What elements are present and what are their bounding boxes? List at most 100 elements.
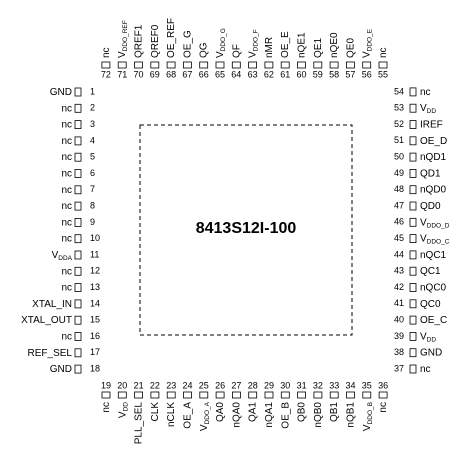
pin-number: 6 xyxy=(90,168,95,178)
pin-stub xyxy=(409,87,417,97)
pin-label: PLL_SEL xyxy=(133,402,144,445)
pin-label: QB0 xyxy=(296,402,307,422)
pin-stub xyxy=(74,120,82,129)
pin-label-main: nc xyxy=(61,152,72,163)
pin-stub xyxy=(345,61,355,69)
pin-label-main: nc xyxy=(420,87,431,98)
pin-label-sub: DDO_G xyxy=(220,28,227,51)
pin-label-main: QE1 xyxy=(312,38,323,58)
pin-number: 45 xyxy=(394,233,404,243)
pin-label: QG xyxy=(198,42,209,58)
pin-label-main: nc xyxy=(61,168,72,179)
pin-label: VDDO_REF xyxy=(117,20,130,58)
pin-number: 58 xyxy=(329,69,339,79)
pin-label: QE1 xyxy=(312,38,323,58)
pin-number: 5 xyxy=(90,152,95,162)
pin-number: 57 xyxy=(345,69,355,79)
pin-label: nc xyxy=(420,87,431,98)
pin-stub xyxy=(150,391,160,399)
pin-label: XTAL_IN xyxy=(32,299,72,310)
pin-stub xyxy=(199,391,209,399)
pin-number: 14 xyxy=(90,298,100,308)
pin-number: 42 xyxy=(394,282,404,292)
pin-number: 16 xyxy=(90,331,100,341)
pin-stub xyxy=(182,61,192,69)
pin-label: nc xyxy=(61,103,72,114)
pin-stub xyxy=(313,391,323,399)
pin-stub xyxy=(409,315,417,325)
pin-stub xyxy=(134,391,144,399)
pin-number: 26 xyxy=(215,380,225,390)
pin-number: 72 xyxy=(101,69,111,79)
pin-label-main: QF xyxy=(231,44,242,58)
pin-number: 48 xyxy=(394,184,404,194)
pin-stub xyxy=(409,152,417,162)
pin-label: nc xyxy=(420,364,431,375)
pin-number: 66 xyxy=(199,69,209,79)
pin-number: 51 xyxy=(394,135,404,145)
pin-stub xyxy=(248,61,258,69)
pin-label: nc xyxy=(61,136,72,147)
pin-number: 41 xyxy=(394,298,404,308)
pin-label: GND xyxy=(50,87,72,98)
pin-label: QA1 xyxy=(247,402,258,422)
pin-stub xyxy=(101,61,111,69)
pin-label: nc xyxy=(61,119,72,130)
pin-label-main: GND xyxy=(420,347,442,358)
pin-stub xyxy=(74,299,82,309)
pin-stub xyxy=(409,217,417,227)
pin-label-main: GND xyxy=(50,364,72,375)
pin-label: nc xyxy=(61,266,72,277)
pin-label-sub: DDO_D xyxy=(427,223,450,230)
pin-number: 24 xyxy=(182,380,192,390)
pin-number: 23 xyxy=(166,380,176,390)
pin-stub xyxy=(409,120,417,129)
pin-number: 64 xyxy=(231,69,241,79)
pin-number: 29 xyxy=(264,380,274,390)
pin-number: 22 xyxy=(150,380,160,390)
pin-stub xyxy=(264,391,274,399)
pin-stub xyxy=(74,185,82,195)
pin-label-sub: DD xyxy=(123,402,130,412)
pin-number: 12 xyxy=(90,266,100,276)
pin-label-main: V xyxy=(247,51,258,58)
pin-label-main: QG xyxy=(198,42,209,58)
pin-number: 9 xyxy=(90,217,95,227)
pin-label-main: nc xyxy=(61,136,72,147)
pin-number: 1 xyxy=(90,86,95,96)
pin-label-sub: DD xyxy=(427,337,437,344)
pin-label: VDDO_F xyxy=(247,29,260,58)
pin-label: VDDA xyxy=(52,250,73,263)
pin-number: 33 xyxy=(329,380,339,390)
pin-number: 2 xyxy=(90,103,95,113)
pin-stub xyxy=(74,201,82,211)
pin-label-sub: DDO_REF xyxy=(122,20,129,51)
pin-label: VDD xyxy=(117,402,130,418)
pin-number: 25 xyxy=(199,380,209,390)
pin-label-main: nQA0 xyxy=(231,402,242,428)
chip-name: 8413S12I-100 xyxy=(196,220,297,237)
pin-label: VDD xyxy=(420,103,436,116)
pin-label-main: QC0 xyxy=(420,298,441,309)
pin-label-main: REF_SEL xyxy=(28,347,73,358)
pin-stub xyxy=(280,391,290,399)
pin-label-main: V xyxy=(215,51,226,58)
pin-label-main: V xyxy=(117,51,128,58)
pin-number: 18 xyxy=(90,363,100,373)
pin-stub xyxy=(74,250,82,260)
pin-number: 63 xyxy=(248,69,258,79)
pin-label-main: QB1 xyxy=(329,402,340,422)
pin-label: VDDO_D xyxy=(420,217,450,230)
pin-label-main: V xyxy=(420,331,427,342)
pin-stub xyxy=(362,61,372,69)
pin-label: VDDO_A xyxy=(198,401,211,431)
pin-label: REF_SEL xyxy=(28,347,73,358)
pin-stub xyxy=(409,299,417,309)
pin-label-sub: DDO_E xyxy=(367,28,374,51)
pin-label: nc xyxy=(378,47,389,58)
pin-label-sub: DDA xyxy=(58,255,72,262)
pin-label-main: OE_A xyxy=(182,402,193,429)
pin-label: QF xyxy=(231,44,242,58)
pin-label: nQA1 xyxy=(264,402,275,428)
pin-label: nc xyxy=(61,217,72,228)
